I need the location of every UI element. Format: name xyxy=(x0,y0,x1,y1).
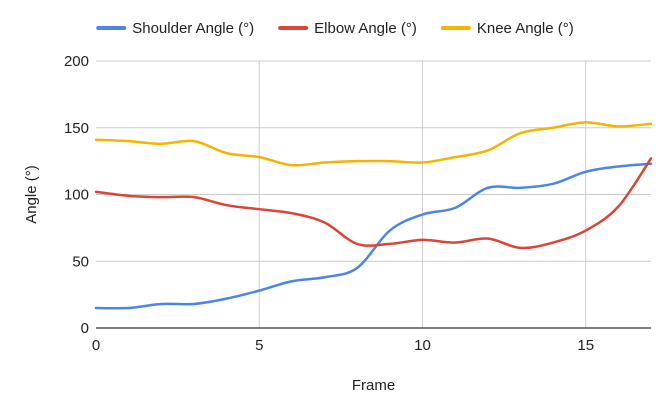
y-tick-label: 0 xyxy=(81,320,89,337)
legend-label: Knee Angle (°) xyxy=(477,20,574,37)
x-tick-label: 0 xyxy=(92,337,100,354)
y-tick-label: 100 xyxy=(64,187,89,204)
x-tick-label: 15 xyxy=(577,337,594,354)
y-tick-label: 200 xyxy=(64,53,89,70)
legend: Shoulder Angle (°) Elbow Angle (°) Knee An… xyxy=(96,20,574,37)
x-tick-label: 5 xyxy=(255,337,263,354)
grid xyxy=(96,60,651,328)
series-lines xyxy=(94,121,653,310)
legend-label: Shoulder Angle (°) xyxy=(132,20,254,37)
x-axis-title: Frame xyxy=(352,377,395,394)
legend-item-1: Elbow Angle (°) xyxy=(278,20,417,37)
legend-item-0: Shoulder Angle (°) xyxy=(96,20,254,37)
series-line-2 xyxy=(94,121,653,167)
y-tick-label: 150 xyxy=(64,120,89,137)
y-tick-label: 50 xyxy=(72,253,89,270)
x-tick-label: 10 xyxy=(414,337,431,354)
series-line-1 xyxy=(94,157,653,250)
legend-item-2: Knee Angle (°) xyxy=(440,20,574,37)
legend-label: Elbow Angle (°) xyxy=(314,20,417,37)
series-line-0 xyxy=(94,162,653,310)
axes: 0 50 100 150 200 0 5 10 15 xyxy=(64,53,651,354)
y-axis-title: Angle (°) xyxy=(23,165,40,224)
